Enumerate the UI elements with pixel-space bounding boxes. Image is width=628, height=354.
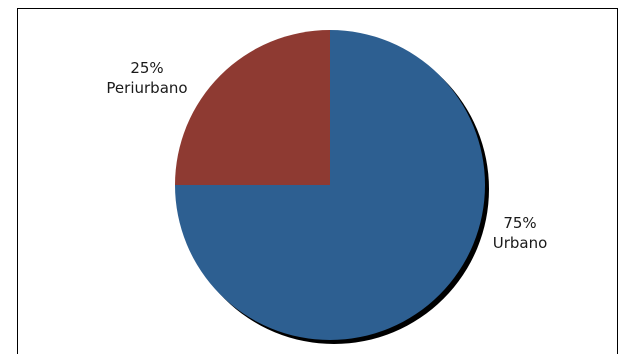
pie-slices (175, 30, 485, 340)
slice-percent-periurbano: 25% (130, 59, 163, 77)
slice-percent-urbano: 75% (503, 214, 536, 232)
pie-slice-periurbano (175, 30, 330, 185)
slice-name-urbano: Urbano (493, 234, 548, 252)
slice-name-periurbano: Periurbano (106, 79, 187, 97)
slice-label-periurbano: 25% Periurbano (106, 59, 187, 97)
slice-label-urbano: 75% Urbano (493, 214, 548, 252)
